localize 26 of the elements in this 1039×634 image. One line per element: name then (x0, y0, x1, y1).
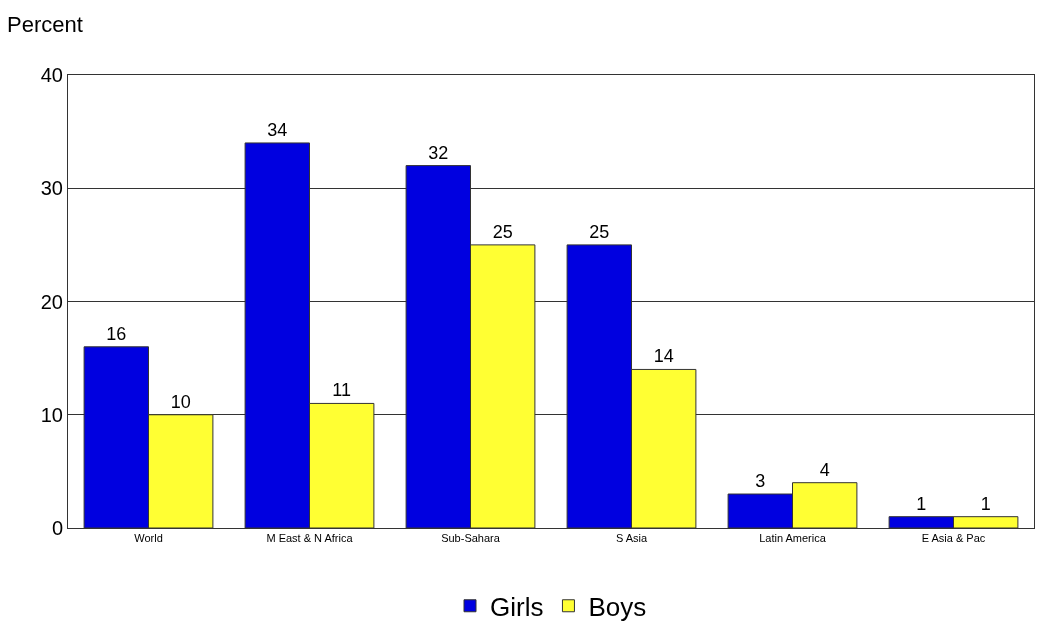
y-tick-label: 20 (40, 290, 63, 313)
data-label: 4 (819, 459, 830, 480)
data-label: 1 (916, 493, 927, 514)
x-tick-label: M East & N Africa (266, 532, 354, 545)
data-label: 3 (755, 471, 766, 492)
data-label: 32 (428, 142, 449, 163)
y-tick-label: 10 (40, 403, 63, 426)
data-label: 25 (492, 221, 513, 242)
data-label: 25 (589, 221, 610, 242)
data-label: 10 (170, 391, 191, 412)
y-tick-label: 0 (51, 517, 63, 539)
x-tick-label: S Asia (615, 532, 648, 545)
data-label: 16 (106, 323, 127, 344)
y-tick-label: 40 (40, 64, 63, 86)
y-tick-label: 30 (40, 177, 63, 200)
legend-label: Girls (490, 591, 544, 622)
legend-label: Boys (588, 591, 647, 622)
x-tick-label: World (134, 532, 163, 545)
data-label: 34 (267, 119, 288, 140)
x-tick-label: E Asia & Pac (921, 532, 986, 545)
x-tick-label: Latin America (759, 532, 827, 545)
data-label: 1 (980, 493, 991, 514)
data-label: 11 (332, 380, 352, 401)
y-axis-title: Percent (7, 12, 83, 37)
data-label: 14 (653, 346, 674, 367)
x-tick-label: Sub-Sahara (441, 532, 501, 545)
